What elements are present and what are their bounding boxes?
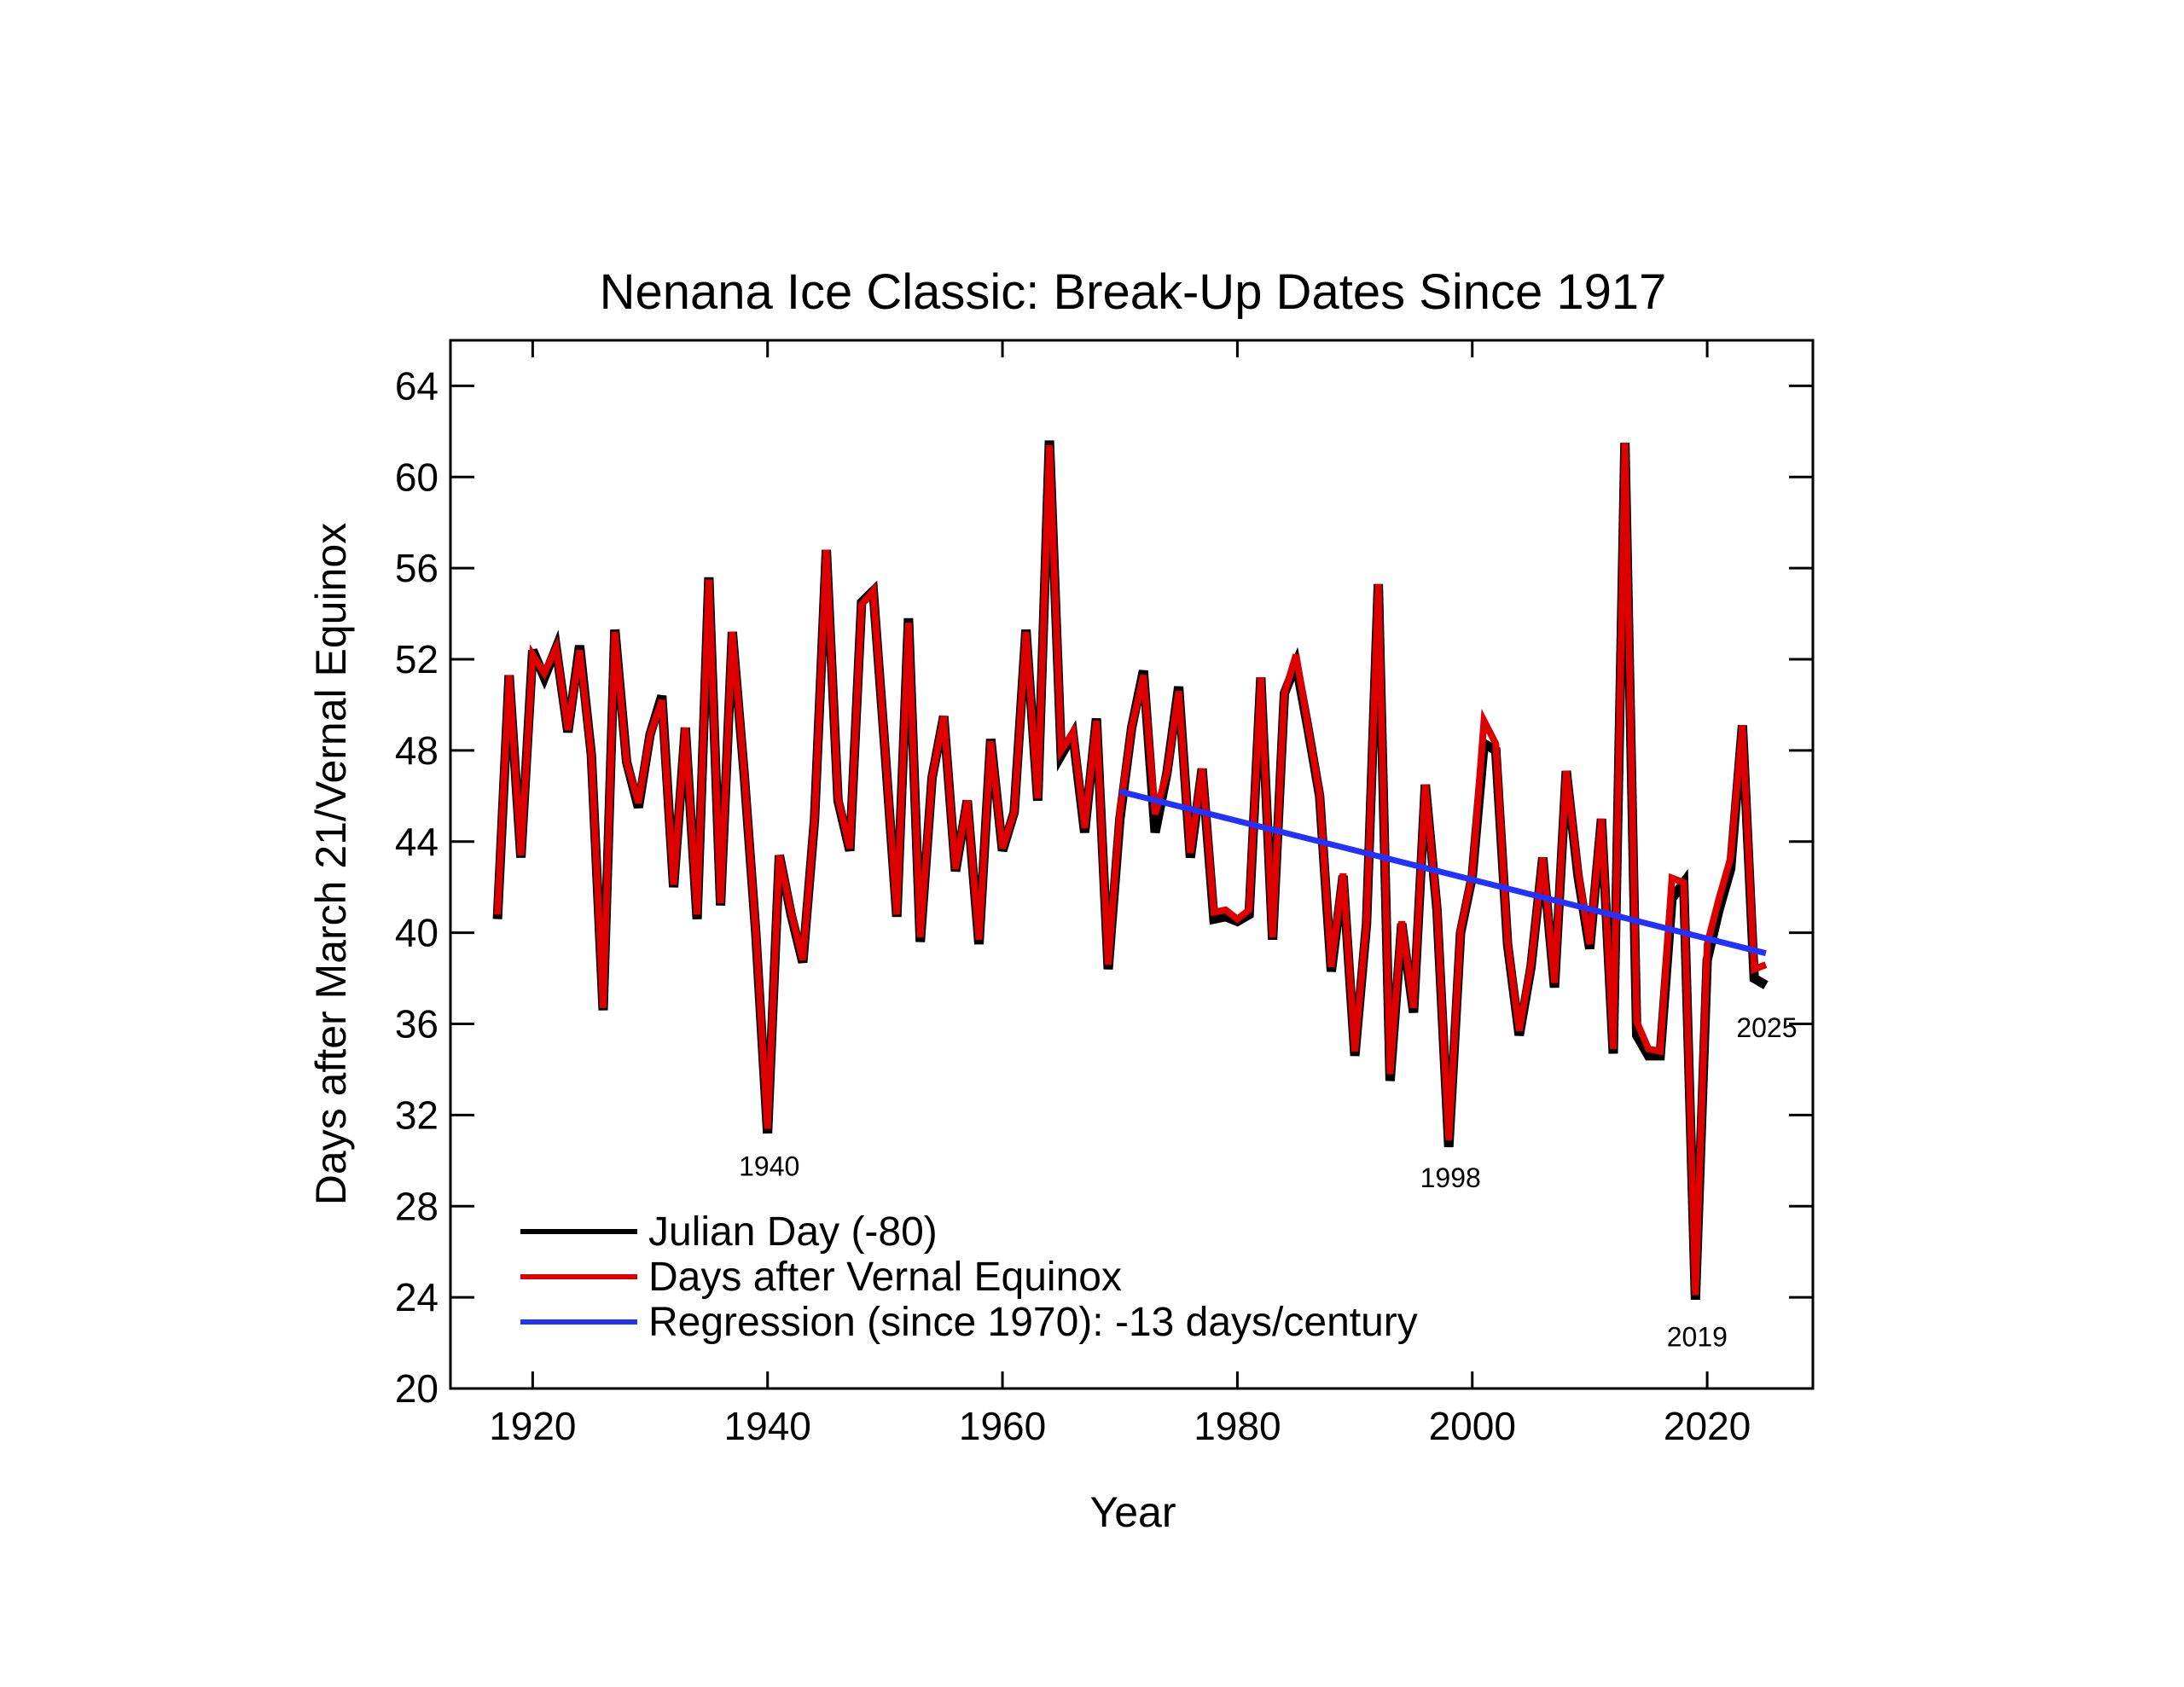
y-tick-label: 48 xyxy=(395,728,439,773)
axis-ticks: 1920 1940 1960 1980 2000 20202024283236404448… xyxy=(395,340,1813,1448)
x-tick-label: 2000 xyxy=(1429,1404,1516,1448)
y-tick-label: 20 xyxy=(395,1366,439,1411)
legend-label: Regression (since 1970): -13 days/centur… xyxy=(648,1300,1418,1345)
y-tick-label: 32 xyxy=(395,1093,439,1137)
y-tick-label: 64 xyxy=(395,363,439,408)
annotation-label: 2025 xyxy=(1736,1012,1797,1043)
legend: Julian Day (-80)Days after Vernal Equino… xyxy=(520,1209,1418,1345)
series-line-days-after-equinox xyxy=(494,443,1768,1296)
x-axis-label: Year xyxy=(1089,1488,1176,1536)
x-tick-label: 1940 xyxy=(724,1404,811,1448)
y-tick-label: 60 xyxy=(395,455,439,499)
x-tick-label: 2020 xyxy=(1664,1404,1751,1448)
x-tick-label: 1920 xyxy=(489,1404,576,1448)
x-tick-label: 1960 xyxy=(959,1404,1046,1448)
y-tick-label: 56 xyxy=(395,546,439,590)
legend-label: Julian Day (-80) xyxy=(648,1209,938,1255)
y-tick-label: 44 xyxy=(395,820,439,864)
annotation-label: 1998 xyxy=(1420,1162,1481,1193)
x-tick-label: 1980 xyxy=(1194,1404,1281,1448)
y-tick-label: 24 xyxy=(395,1275,439,1319)
plot-frame xyxy=(449,339,1815,1390)
annotation-label: 2019 xyxy=(1667,1321,1728,1352)
y-tick-label: 40 xyxy=(395,911,439,955)
series-lines xyxy=(492,440,1769,1300)
y-tick-label: 36 xyxy=(395,1002,439,1046)
series-line-regression xyxy=(1118,788,1767,957)
chart-title: Nenana Ice Classic: Break-Up Dates Since… xyxy=(600,264,1667,320)
legend-label: Days after Vernal Equinox xyxy=(648,1255,1122,1300)
annotation-label: 1940 xyxy=(739,1151,799,1181)
y-tick-label: 28 xyxy=(395,1184,439,1228)
y-tick-label: 52 xyxy=(395,637,439,681)
annotations: 1940 1998 2019 2025 xyxy=(739,1012,1797,1352)
y-axis-label: Days after March 21/Vernal Equinox xyxy=(307,523,355,1205)
